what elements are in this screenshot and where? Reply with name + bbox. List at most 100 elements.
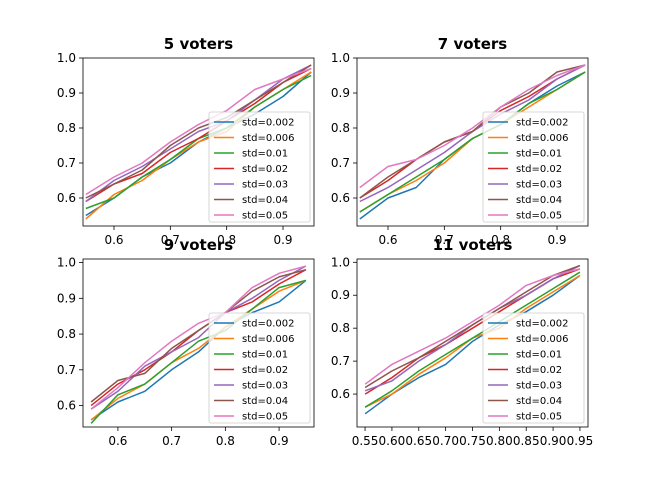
series-line [85, 64, 312, 203]
legend-label: std=0.002 [242, 118, 295, 129]
subplot-3: 0.6 0.7 0.8 0.9 0.6 0.7 0.8 0.9 1.0 9 voters std=0… [57, 236, 315, 448]
y-tick-label: 1.0 [331, 51, 350, 65]
legend: std=0.002 std=0.006 std=0.01 std=0.02 std=0.… [208, 312, 311, 424]
x-tick-label: 0.8 [216, 434, 235, 448]
y-tick-label: 0.6 [57, 191, 76, 205]
y-tick-label: 0.9 [57, 291, 76, 305]
y-tick-label: 0.9 [331, 86, 350, 100]
series-line [90, 265, 307, 410]
chart-title: 9 voters [164, 236, 233, 254]
legend-label: std=0.01 [516, 350, 562, 361]
axes-frame [82, 258, 315, 428]
series-line [364, 264, 581, 389]
y-tick-label: 0.9 [57, 86, 76, 100]
y-tick-label: 1.0 [57, 51, 76, 65]
x-tick-label: 0.60 [379, 434, 406, 448]
legend-label: std=0.006 [516, 133, 569, 144]
x-tick-label: 0.6 [378, 233, 397, 247]
legend-label: std=0.002 [516, 118, 569, 129]
legend-label: std=0.002 [242, 319, 295, 330]
x-tick-label: 0.7 [161, 233, 180, 247]
x-tick-label: 0.70 [432, 434, 459, 448]
y-tick-label: 0.9 [331, 288, 350, 302]
series-line [85, 67, 312, 196]
legend-label: std=0.03 [516, 381, 562, 392]
legend-label: std=0.02 [242, 164, 288, 175]
series-line [85, 67, 312, 203]
series-line [359, 71, 586, 213]
y-tick-label: 0.6 [57, 399, 76, 413]
y-tick-label: 0.8 [57, 121, 76, 135]
legend-label: std=0.01 [242, 350, 288, 361]
y-tick-label: 1.0 [57, 256, 76, 270]
legend-label: std=0.03 [516, 180, 562, 191]
axes-frame [82, 57, 315, 227]
legend-label: std=0.02 [242, 365, 288, 376]
y-tick-label: 1.0 [331, 255, 350, 269]
y-tick-label: 0.7 [57, 363, 76, 377]
legend-frame [208, 312, 311, 424]
x-tick-label: 0.9 [270, 434, 289, 448]
series-line [85, 64, 312, 199]
legend-label: std=0.01 [516, 149, 562, 160]
chart-title: 5 voters [164, 35, 233, 53]
series-line [359, 64, 586, 199]
legend-label: std=0.04 [516, 195, 562, 206]
x-tick-label: 0.90 [540, 434, 567, 448]
legend-label: std=0.03 [242, 180, 288, 191]
legend-label: std=0.02 [516, 365, 562, 376]
subplot-1: 0.6 0.7 0.8 0.9 0.6 0.7 0.8 0.9 1.0 5 voters std=0… [57, 35, 315, 247]
legend-label: std=0.05 [242, 211, 288, 222]
y-tick-label: 0.8 [331, 321, 350, 335]
series-line [364, 274, 581, 415]
legend: std=0.002 std=0.006 std=0.01 std=0.02 std=0.… [208, 111, 311, 223]
y-tick-label: 0.6 [331, 387, 350, 401]
subplot-4: 0.55 0.60 0.65 0.70 0.75 0.80 0.85 0.90 0.95 0.6 0… [331, 236, 593, 448]
legend-label: std=0.05 [516, 412, 562, 423]
legend-frame [482, 111, 585, 223]
y-tick-label: 0.6 [331, 191, 350, 205]
legend-label: std=0.05 [516, 211, 562, 222]
y-tick-label: 0.8 [331, 121, 350, 135]
legend-label: std=0.006 [242, 334, 295, 345]
legend-frame [208, 111, 311, 223]
legend-label: std=0.02 [516, 164, 562, 175]
x-tick-label: 0.8 [217, 233, 236, 247]
x-tick-label: 0.7 [162, 434, 181, 448]
series-line [90, 265, 307, 410]
y-tick-label: 0.7 [331, 354, 350, 368]
series-line [90, 279, 307, 421]
legend-label: std=0.04 [516, 396, 562, 407]
y-tick-label: 0.7 [331, 156, 350, 170]
x-tick-label: 0.6 [104, 233, 123, 247]
legend-label: std=0.05 [242, 412, 288, 423]
x-tick-label: 0.80 [486, 434, 513, 448]
y-tick-label: 0.8 [57, 327, 76, 341]
x-tick-label: 0.6 [108, 434, 127, 448]
legend-label: std=0.04 [242, 195, 288, 206]
x-tick-label: 0.75 [459, 434, 486, 448]
legend-label: std=0.006 [242, 133, 295, 144]
legend-label: std=0.04 [242, 396, 288, 407]
legend-label: std=0.006 [516, 334, 569, 345]
axes-frame [356, 57, 589, 227]
x-tick-label: 0.95 [567, 434, 594, 448]
series-line [364, 268, 581, 385]
x-tick-label: 0.85 [513, 434, 540, 448]
x-tick-label: 0.9 [547, 233, 566, 247]
x-tick-label: 0.55 [352, 434, 379, 448]
series-line [90, 279, 307, 424]
legend-label: std=0.03 [242, 381, 288, 392]
x-tick-label: 0.65 [405, 434, 432, 448]
legend: std=0.002 std=0.006 std=0.01 std=0.02 std=0.… [482, 111, 585, 223]
series-line [90, 279, 307, 421]
subplot-2: 0.6 0.7 0.8 0.9 0.6 0.7 0.8 0.9 1.0 7 voters std=0… [331, 35, 589, 247]
x-tick-label: 0.7 [435, 233, 454, 247]
chart-title: 11 voters [433, 236, 513, 254]
legend: std=0.002 std=0.006 std=0.01 std=0.02 std=0.… [482, 312, 585, 424]
legend-label: std=0.002 [516, 319, 569, 330]
y-tick-label: 0.7 [57, 156, 76, 170]
chart-title: 7 voters [438, 35, 507, 53]
x-tick-label: 0.9 [273, 233, 292, 247]
